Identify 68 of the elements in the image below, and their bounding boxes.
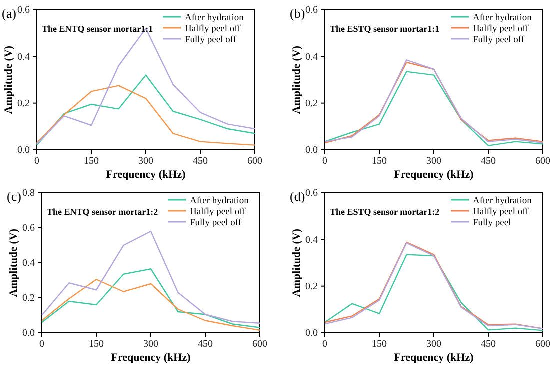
x-tick-label: 150: [372, 156, 387, 168]
legend-label: Halfly peel off: [473, 208, 530, 218]
legend-label: Halfly peel off: [185, 24, 242, 34]
y-tick-label: 0.4: [22, 258, 35, 270]
y-tick-label: 0.0: [22, 328, 35, 340]
y-tick-label: 0.4: [306, 52, 318, 63]
y-tick-label: 0.6: [306, 188, 318, 200]
y-tick-label: 0.6: [18, 5, 30, 16]
x-axis-title: Frequency (kHz): [394, 169, 474, 181]
line-series: [41, 268, 261, 328]
y-tick-label: 0.2: [306, 282, 318, 293]
x-tick-label: 0: [40, 339, 44, 350]
text: The ENTQ sensor mortar1:1: [42, 24, 154, 34]
legend-label: Fully peel: [473, 218, 512, 228]
text: (a): [2, 6, 16, 21]
text: The ESTQ sensor mortar1:2: [330, 207, 440, 217]
y-tick-label: 0.4: [18, 52, 30, 63]
legend-label: Fully peel off: [473, 36, 526, 46]
x-tick-label: 300: [144, 339, 158, 350]
x-tick-label: 450: [481, 339, 496, 350]
line-series: [41, 230, 261, 324]
y-tick-label: 0.2: [22, 293, 35, 304]
y-tick-label: 0.0: [18, 145, 30, 156]
y-tick-label: 0.2: [306, 98, 318, 110]
legend-label: Fully peel off: [190, 218, 242, 228]
y-axis-title: Amplitude (V): [3, 46, 15, 114]
x-tick-label: 300: [426, 339, 442, 350]
y-axis-title: Amplitude (V): [291, 228, 303, 298]
x-axis-title: Frequency (kHz): [106, 169, 186, 181]
y-tick-label: 0.2: [18, 98, 30, 110]
y-tick-label: 0.6: [22, 223, 35, 234]
y-tick-label: 0.0: [306, 145, 318, 156]
legend-label: After hydration: [190, 196, 250, 206]
x-tick-label: 0: [322, 339, 328, 350]
x-tick-label: 600: [252, 339, 268, 350]
text: The ESTQ sensor mortar1:1: [330, 24, 440, 34]
x-tick-label: 150: [89, 339, 104, 350]
text: (b): [290, 6, 306, 21]
line-series: [41, 279, 261, 331]
x-tick-label: 600: [536, 339, 550, 350]
y-axis-title: Amplitude (V): [291, 46, 303, 114]
text: The ENTQ sensor mortar1:2: [47, 207, 159, 217]
legend-label: After hydration: [473, 196, 532, 206]
x-axis-title: Frequency (kHz): [111, 352, 192, 364]
x-tick-label: 300: [426, 156, 442, 168]
x-tick-label: 450: [193, 156, 208, 168]
legend-label: Halfly peel off: [473, 24, 530, 34]
y-tick-label: 0.0: [306, 328, 318, 340]
text: (d): [290, 189, 306, 204]
y-tick-label: 0.4: [306, 234, 318, 246]
y-axis-title: Amplitude (V): [8, 228, 20, 298]
x-tick-label: 450: [481, 156, 496, 168]
x-axis-title: Frequency (kHz): [394, 352, 474, 364]
x-tick-label: 0: [322, 156, 328, 168]
x-tick-label: 600: [248, 156, 262, 168]
x-tick-label: 450: [198, 339, 213, 350]
x-tick-label: 300: [138, 156, 154, 168]
x-tick-label: 0: [34, 156, 40, 168]
legend-label: After hydration: [185, 14, 244, 24]
y-tick-label: 0.6: [306, 5, 318, 16]
legend-label: After hydration: [473, 14, 532, 24]
x-tick-label: 150: [372, 339, 387, 350]
legend-label: Halfly peel off: [190, 208, 247, 218]
legend-label: Fully peel off: [185, 36, 238, 46]
text: (c): [7, 189, 22, 204]
y-tick-label: 0.8: [22, 188, 35, 200]
x-tick-label: 150: [84, 156, 99, 168]
x-tick-label: 600: [536, 156, 550, 168]
